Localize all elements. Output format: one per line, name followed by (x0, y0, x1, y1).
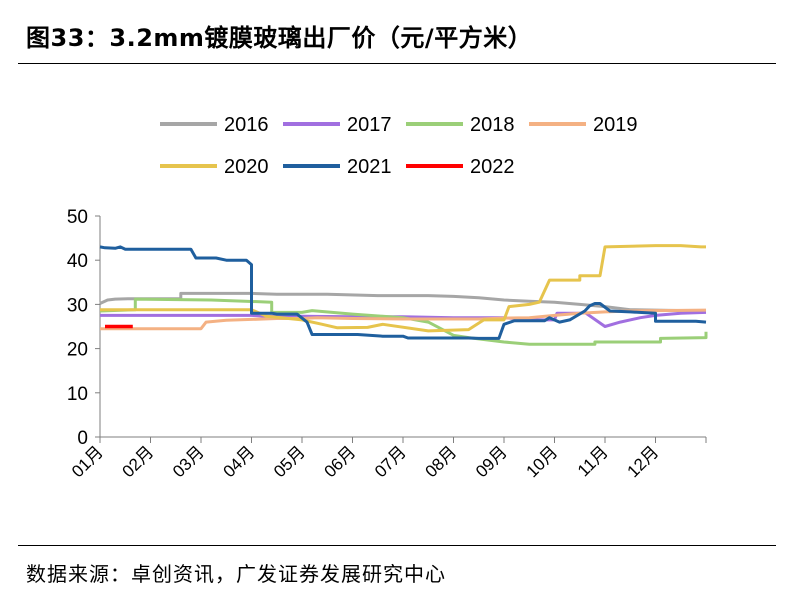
y-tick-label: 0 (77, 428, 88, 449)
source-note: 数据来源：卓创资讯，广发证券发展研究中心 (26, 562, 446, 586)
legend-label-2018: 2018 (470, 114, 515, 136)
x-tick-label: 09月 (472, 442, 511, 481)
legend-label-2021: 2021 (347, 156, 392, 178)
y-tick-label: 10 (67, 384, 88, 405)
x-tick-label: 12月 (623, 442, 662, 481)
title-rule (18, 63, 776, 64)
x-tick-label: 04月 (219, 442, 258, 481)
x-tick-label: 08月 (421, 442, 460, 481)
legend-label-2020: 2020 (224, 156, 269, 178)
legend-label-2022: 2022 (470, 156, 515, 178)
x-tick-label: 11月 (574, 442, 612, 480)
x-tick-label: 02月 (118, 442, 157, 481)
x-tick-label: 03月 (169, 442, 208, 481)
legend-label-2019: 2019 (593, 114, 638, 136)
legend-label-2017: 2017 (347, 114, 392, 136)
y-tick-label: 50 (67, 207, 88, 228)
x-tick-label: 10月 (522, 442, 561, 481)
x-tick-label: 07月 (371, 442, 410, 481)
chart-legend: 2016 2017 2018 2019 2020 2021 2022 (160, 114, 638, 178)
y-tick-label: 30 (67, 295, 88, 316)
source-rule (18, 545, 776, 546)
series-line-2018 (99, 297, 708, 346)
y-tick-label: 40 (67, 251, 88, 272)
x-tick-label: 01月 (68, 442, 107, 481)
series-line-2021 (99, 245, 707, 340)
y-tick-label: 20 (67, 340, 88, 361)
series-line-2019 (100, 308, 707, 331)
chart-series (99, 244, 708, 346)
legend-label-2016: 2016 (224, 114, 269, 136)
page-title: 图33：3.2mm镀膜玻璃出厂价（元/平方米） (26, 24, 533, 52)
x-tick-label: 05月 (270, 442, 309, 481)
x-tick-label: 06月 (320, 442, 359, 481)
